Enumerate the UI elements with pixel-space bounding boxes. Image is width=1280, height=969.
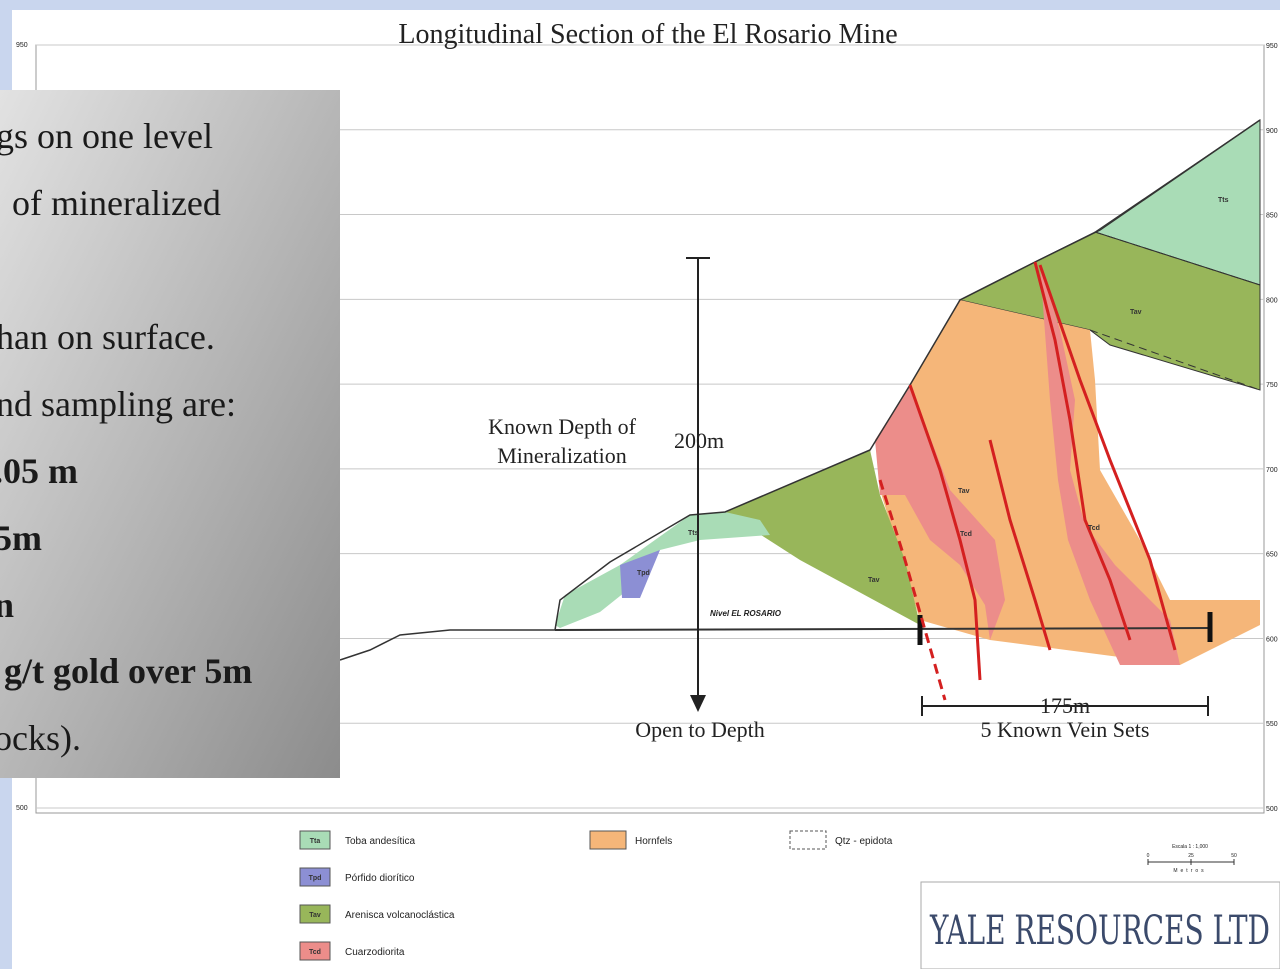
- elevation-label: 750: [1266, 382, 1278, 389]
- legend-label: Toba andesítica: [345, 836, 415, 847]
- unit-label: Tcd: [1088, 525, 1100, 532]
- scale-unit: Metros: [1173, 868, 1206, 874]
- elevation-label: 550: [1266, 721, 1278, 728]
- elevation-label: 700: [1266, 467, 1278, 474]
- annotation: Mineralization: [497, 443, 627, 468]
- legend-label: Cuarzodiorita: [345, 947, 405, 958]
- legend-label: Qtz - epidota: [835, 836, 893, 847]
- scale-tick-label: 0: [1147, 853, 1150, 859]
- legend-swatch: [590, 831, 626, 849]
- elevation-label: 850: [1266, 213, 1278, 220]
- unit-label: Tts: [1218, 197, 1229, 204]
- box-line: of mineralized: [12, 183, 221, 223]
- elevation-label: 650: [1266, 552, 1278, 559]
- scale-tick-label: 50: [1231, 853, 1237, 859]
- annotation: 200m: [674, 428, 724, 453]
- unit-label: Tpd: [637, 570, 650, 577]
- legend-label: Hornfels: [635, 836, 672, 847]
- legend-code: Tcd: [309, 949, 321, 956]
- legend-code: Tav: [309, 912, 321, 919]
- box-line: .05 m: [0, 451, 78, 491]
- unit-label: Tav: [958, 488, 970, 495]
- legend-label: Pórfido diorítico: [345, 873, 415, 884]
- elevation-label: 950: [16, 42, 28, 49]
- unit-label: Tcd: [960, 531, 972, 538]
- annotation: Known Depth of: [488, 414, 637, 439]
- box-line: ocks).: [0, 718, 81, 758]
- level-label: Nivel EL ROSARIO: [710, 609, 782, 618]
- elevation-label: 900: [1266, 128, 1278, 135]
- box-line: g/t gold over 5m: [4, 651, 252, 691]
- unit-label: Tav: [868, 577, 880, 584]
- box-line: n: [0, 585, 14, 625]
- elevation-label: 950: [1266, 43, 1278, 50]
- page: 950900850800750700650600550500950500 Lon…: [0, 0, 1280, 969]
- title: Longitudinal Section of the El Rosario M…: [398, 19, 897, 50]
- annotation: 5 Known Vein Sets: [981, 717, 1150, 742]
- elevation-label: 800: [1266, 297, 1278, 304]
- elevation-label: 500: [16, 805, 28, 812]
- unit-label: Tav: [1130, 309, 1142, 316]
- scale-tick-label: 25: [1188, 853, 1194, 859]
- unit-label: Tts: [688, 530, 699, 537]
- logo: YALE RESOURCES LTD: [929, 908, 1270, 954]
- legend-code: Tta: [310, 838, 321, 845]
- legend-code: Tpd: [309, 875, 322, 882]
- scale-title: Escala 1 : 1,000: [1172, 844, 1208, 850]
- elevation-label: 500: [1266, 806, 1278, 813]
- annotation: 175m: [1040, 693, 1090, 718]
- box-line: 5m: [0, 518, 42, 558]
- legend-label: Arenisca volcanoclástica: [345, 910, 455, 921]
- legend-swatch: [790, 831, 826, 849]
- slide: 950900850800750700650600550500950500 Lon…: [0, 0, 1280, 969]
- box-line: gs on one level: [0, 116, 213, 156]
- elevation-label: 600: [1266, 636, 1278, 643]
- box-line: nd sampling are:: [0, 384, 236, 424]
- box-line: han on surface.: [0, 317, 215, 357]
- annotation: Open to Depth: [635, 717, 765, 742]
